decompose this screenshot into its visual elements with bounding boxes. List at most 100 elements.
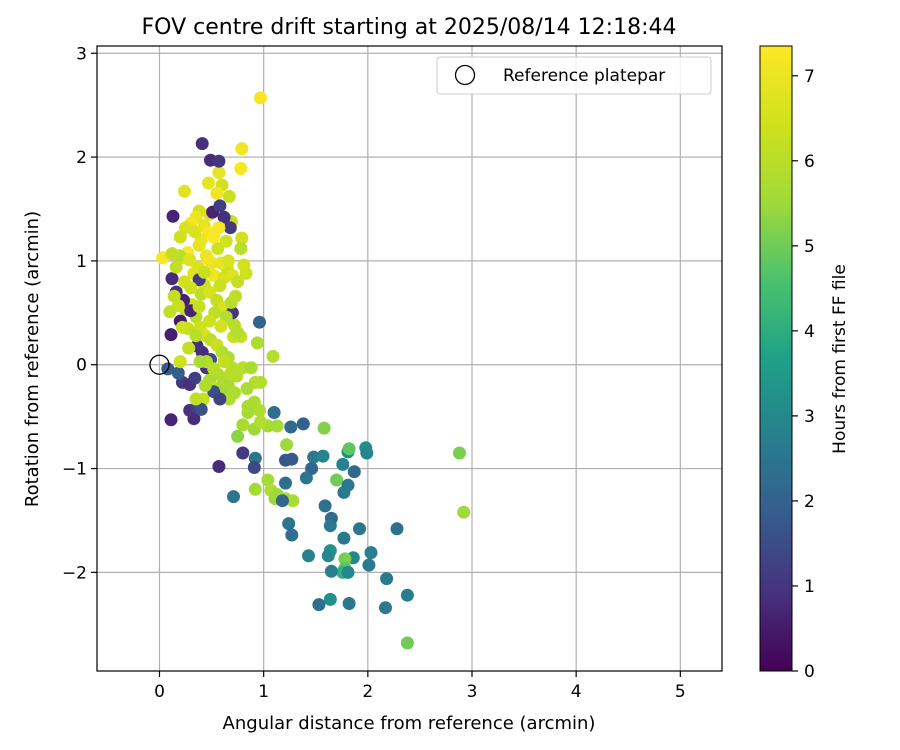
colorbar-ticks: 0 1 2 3 4 5 6 7	[792, 67, 815, 682]
data-point	[342, 597, 356, 610]
x-tick-label: 5	[675, 682, 686, 702]
data-point	[195, 137, 209, 151]
data-point	[321, 549, 335, 563]
data-point	[244, 361, 258, 375]
data-point	[223, 367, 237, 381]
data-point	[188, 225, 202, 239]
data-point	[312, 598, 326, 612]
data-point	[330, 473, 344, 487]
colorbar-tick-label: 5	[804, 237, 815, 257]
data-point	[266, 349, 280, 363]
data-point	[231, 275, 245, 289]
data-point	[353, 522, 366, 536]
data-point	[193, 355, 207, 369]
x-tick-label: 0	[154, 682, 165, 702]
colorbar	[759, 45, 793, 672]
data-point	[229, 289, 242, 303]
data-point	[219, 234, 233, 248]
x-tick-label: 2	[362, 682, 373, 702]
data-point	[210, 186, 224, 200]
data-point	[236, 446, 250, 460]
data-point	[323, 592, 337, 606]
data-point	[316, 449, 330, 463]
colorbar-tick-label: 1	[804, 577, 815, 597]
data-point	[212, 460, 226, 473]
data-point	[189, 392, 203, 406]
data-point	[253, 403, 266, 417]
data-point	[280, 438, 294, 452]
data-point	[318, 499, 332, 513]
data-point	[194, 402, 208, 416]
grid	[97, 46, 722, 671]
data-point	[200, 252, 214, 266]
data-point	[173, 355, 187, 369]
data-point	[167, 289, 181, 303]
data-point	[197, 265, 211, 279]
data-point	[364, 546, 378, 560]
data-point	[253, 315, 266, 329]
data-point	[211, 242, 225, 255]
data-point	[323, 519, 337, 533]
data-point	[457, 505, 471, 519]
data-point	[379, 601, 392, 615]
data-point	[241, 399, 255, 413]
data-point	[279, 476, 292, 490]
legend: Reference platepar	[436, 56, 712, 95]
data-point	[192, 300, 206, 314]
y-axis-label: Rotation from reference (arcmin)	[22, 211, 43, 507]
data-point	[282, 517, 296, 531]
data-point	[362, 558, 376, 572]
data-point	[207, 362, 221, 376]
y-tick-label: 0	[76, 356, 87, 376]
colorbar-label: Hours from first FF file	[830, 264, 850, 454]
data-point	[247, 461, 261, 474]
data-point	[231, 429, 245, 443]
data-point	[317, 421, 331, 435]
data-points	[156, 91, 471, 650]
data-point	[299, 471, 313, 485]
data-point	[400, 636, 414, 650]
data-point	[338, 552, 352, 566]
data-point	[213, 199, 227, 213]
colorbar-tick-label: 7	[804, 67, 815, 87]
data-point	[165, 247, 179, 261]
data-point	[337, 485, 351, 499]
data-point	[254, 91, 267, 105]
data-point	[203, 314, 216, 328]
data-point	[275, 494, 289, 508]
data-point	[212, 166, 226, 180]
colorbar-tick-label: 4	[804, 322, 815, 342]
data-point	[198, 379, 212, 392]
data-point	[213, 279, 227, 293]
data-point	[342, 442, 356, 456]
data-point	[347, 465, 361, 479]
data-point	[239, 266, 253, 280]
x-tick-label: 3	[467, 682, 478, 702]
data-point	[182, 341, 196, 355]
data-point	[341, 565, 355, 579]
data-point	[390, 522, 404, 536]
colorbar-tick-label: 3	[804, 407, 815, 427]
data-point	[171, 366, 185, 380]
data-point	[188, 371, 202, 385]
data-point	[178, 184, 191, 198]
y-tick-label: 2	[76, 148, 87, 168]
data-point	[235, 142, 249, 156]
data-point	[165, 272, 179, 286]
data-point	[189, 329, 203, 343]
data-point	[453, 446, 466, 460]
colorbar-tick-label: 2	[804, 492, 815, 512]
data-point	[222, 190, 236, 203]
data-point	[400, 588, 414, 602]
legend-marker-reference-platepar	[454, 64, 476, 86]
y-tick-label: −2	[62, 563, 87, 583]
reference-marker-layer	[149, 354, 170, 375]
plot-frame	[96, 45, 723, 672]
data-point	[270, 419, 284, 433]
y-axis-ticks: −2 −1 0 1 2 3	[62, 44, 97, 583]
legend-label-reference-platepar: Reference platepar	[503, 66, 665, 86]
legend-box	[436, 56, 712, 95]
data-point	[324, 564, 338, 578]
data-point	[202, 176, 215, 190]
data-point	[231, 326, 245, 339]
